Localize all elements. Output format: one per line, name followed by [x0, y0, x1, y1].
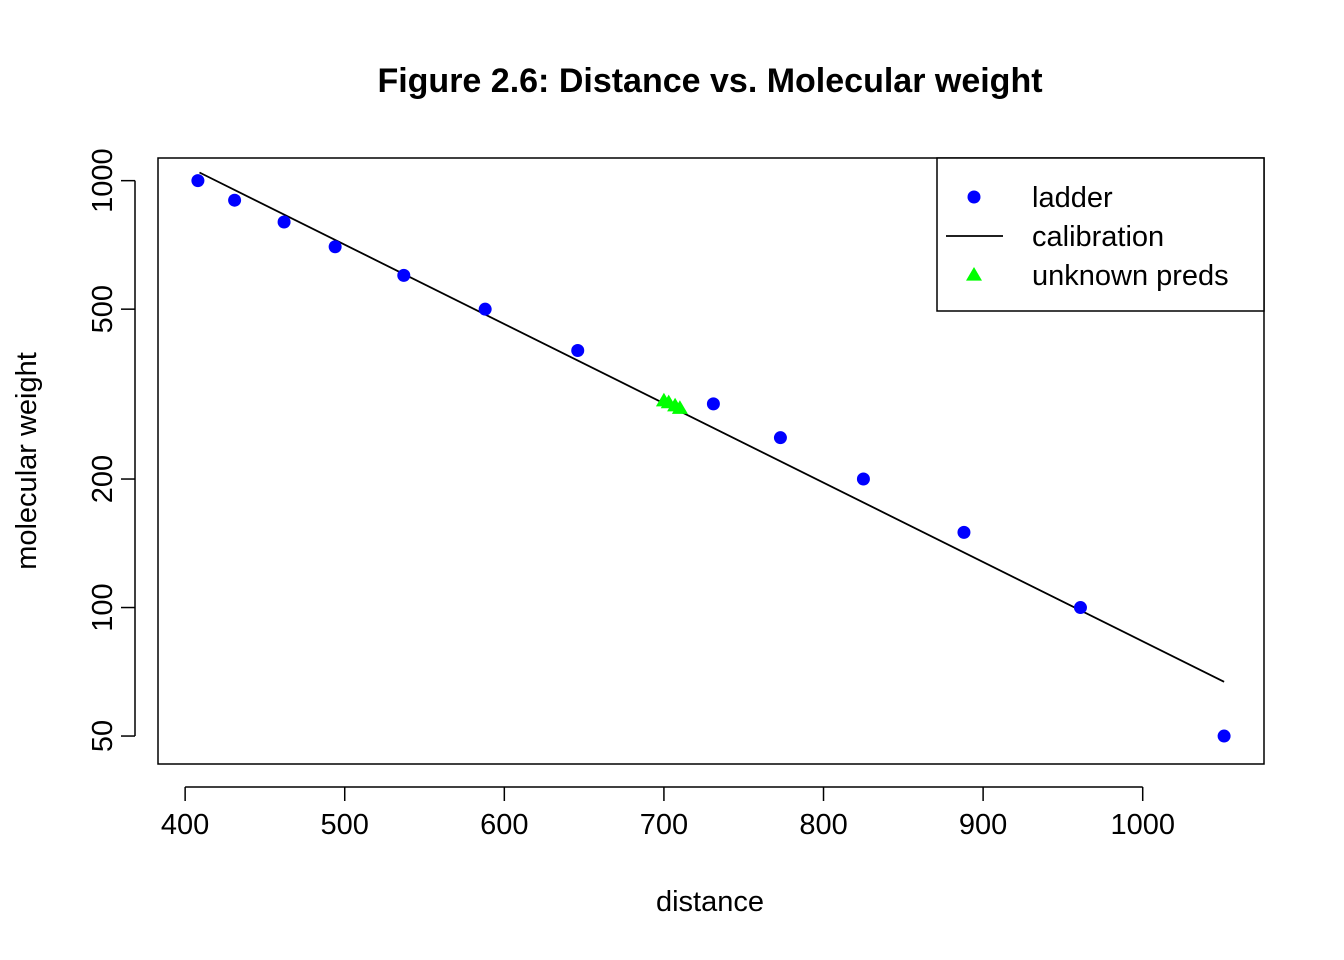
x-tick-label: 1000: [1110, 809, 1175, 841]
x-tick-label: 400: [161, 809, 209, 841]
legend-label: calibration: [1032, 221, 1164, 253]
ladder-point: [1073, 601, 1087, 615]
ladder-point: [957, 525, 971, 539]
legend-ladder-symbol: [967, 190, 981, 204]
x-tick-label: 600: [480, 809, 528, 841]
plot-frame: [157, 157, 1265, 765]
unknown-pred-point: [671, 400, 688, 414]
ladder-point: [228, 193, 242, 207]
y-tick-label: 50: [87, 720, 119, 752]
series-layer: [191, 171, 1231, 743]
legend-label: ladder: [1032, 182, 1113, 214]
x-tick-label: 900: [959, 809, 1007, 841]
y-tick-label: 200: [87, 455, 119, 503]
x-tick-label: 800: [799, 809, 847, 841]
chart-title: Figure 2.6: Distance vs. Molecular weigh…: [377, 62, 1042, 100]
ladder-point: [773, 431, 787, 445]
x-tick-label: 700: [640, 809, 688, 841]
ladder-point: [478, 302, 492, 316]
legend: ladder calibration unknown preds: [936, 157, 1265, 312]
ladder-point: [856, 472, 870, 486]
ladder-point: [571, 344, 585, 358]
ladder-point: [397, 268, 411, 282]
ladder-point: [277, 215, 291, 229]
ladder-point: [706, 397, 720, 411]
x-axis-label: distance: [656, 886, 764, 918]
y-tick-label: 1000: [87, 148, 119, 213]
ladder-point: [191, 174, 205, 188]
y-axis-label: molecular weight: [11, 352, 43, 570]
legend-box: [936, 157, 1265, 312]
y-axis: 50 100 200 500 1000: [87, 148, 136, 752]
ladder-point: [1217, 729, 1231, 743]
x-axis: 400 500 600 700 800 900 1000: [161, 786, 1175, 841]
x-tick-label: 500: [321, 809, 369, 841]
legend-unknown-symbol: [966, 267, 982, 281]
y-tick-label: 500: [87, 285, 119, 333]
calibration-line: [199, 171, 1225, 683]
legend-label: unknown preds: [1032, 260, 1229, 292]
ladder-point: [328, 240, 342, 254]
y-tick-label: 100: [87, 583, 119, 631]
